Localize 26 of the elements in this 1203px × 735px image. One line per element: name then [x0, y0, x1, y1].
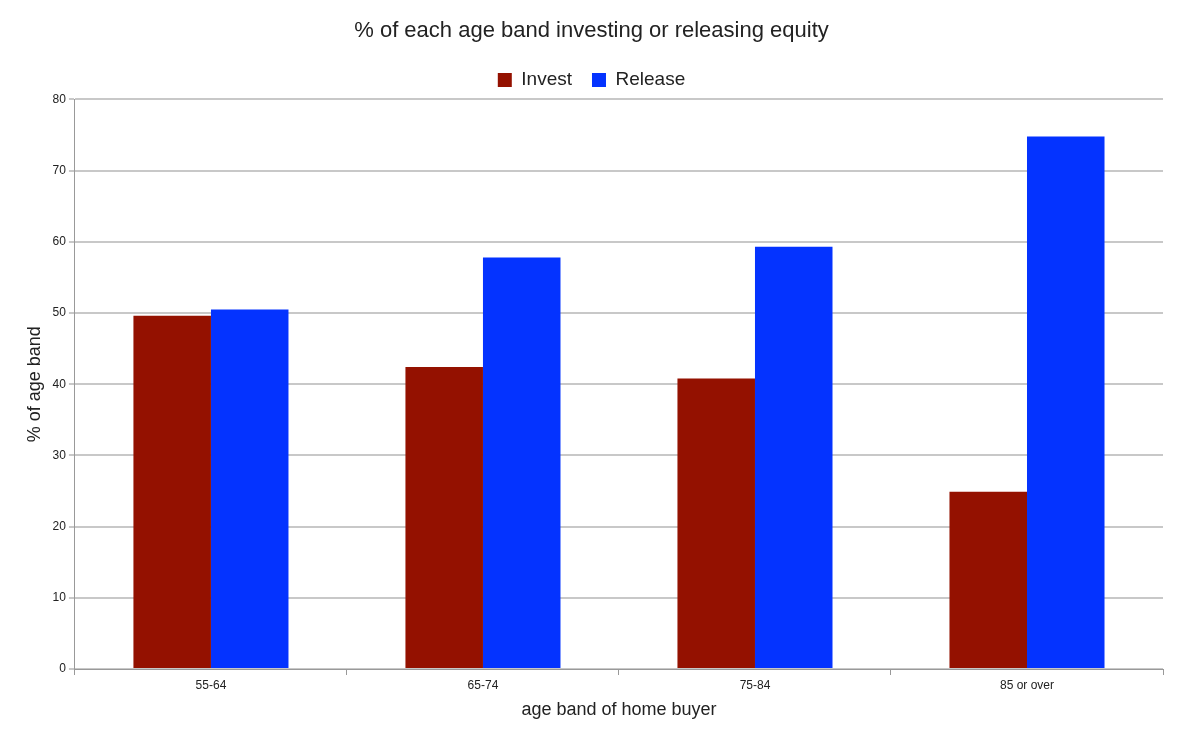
y-tick-label: 40: [52, 376, 67, 391]
chart-title: % of each age band investing or releasing equity: [354, 17, 829, 43]
bar: [482, 257, 561, 668]
x-tick-label: 55-64: [195, 677, 227, 692]
x-axis-title: age band of home buyer: [521, 699, 717, 720]
y-tick-label: 10: [52, 590, 67, 605]
bar: [754, 246, 833, 668]
y-tick-label: 30: [52, 447, 67, 462]
x-tick-label: 65-74: [467, 677, 499, 692]
y-tick-label: 70: [52, 162, 67, 177]
bar: [677, 378, 755, 668]
bar: [210, 309, 289, 668]
legend-label: Release: [615, 68, 686, 90]
bar: [133, 315, 211, 668]
legend-label: Invest: [521, 68, 573, 90]
y-tick-label: 20: [52, 518, 67, 533]
y-tick-label: 50: [52, 305, 67, 320]
bar: [405, 367, 483, 668]
x-tick-label: 75-84: [739, 677, 771, 692]
bar: [1026, 136, 1105, 668]
x-tick-label: 85 or over: [999, 677, 1055, 692]
y-tick-label: 60: [52, 234, 67, 249]
y-axis-title: % of age band: [23, 326, 44, 443]
y-tick-label: 80: [52, 91, 67, 106]
y-tick-label: 0: [59, 661, 67, 676]
bar: [949, 491, 1027, 668]
